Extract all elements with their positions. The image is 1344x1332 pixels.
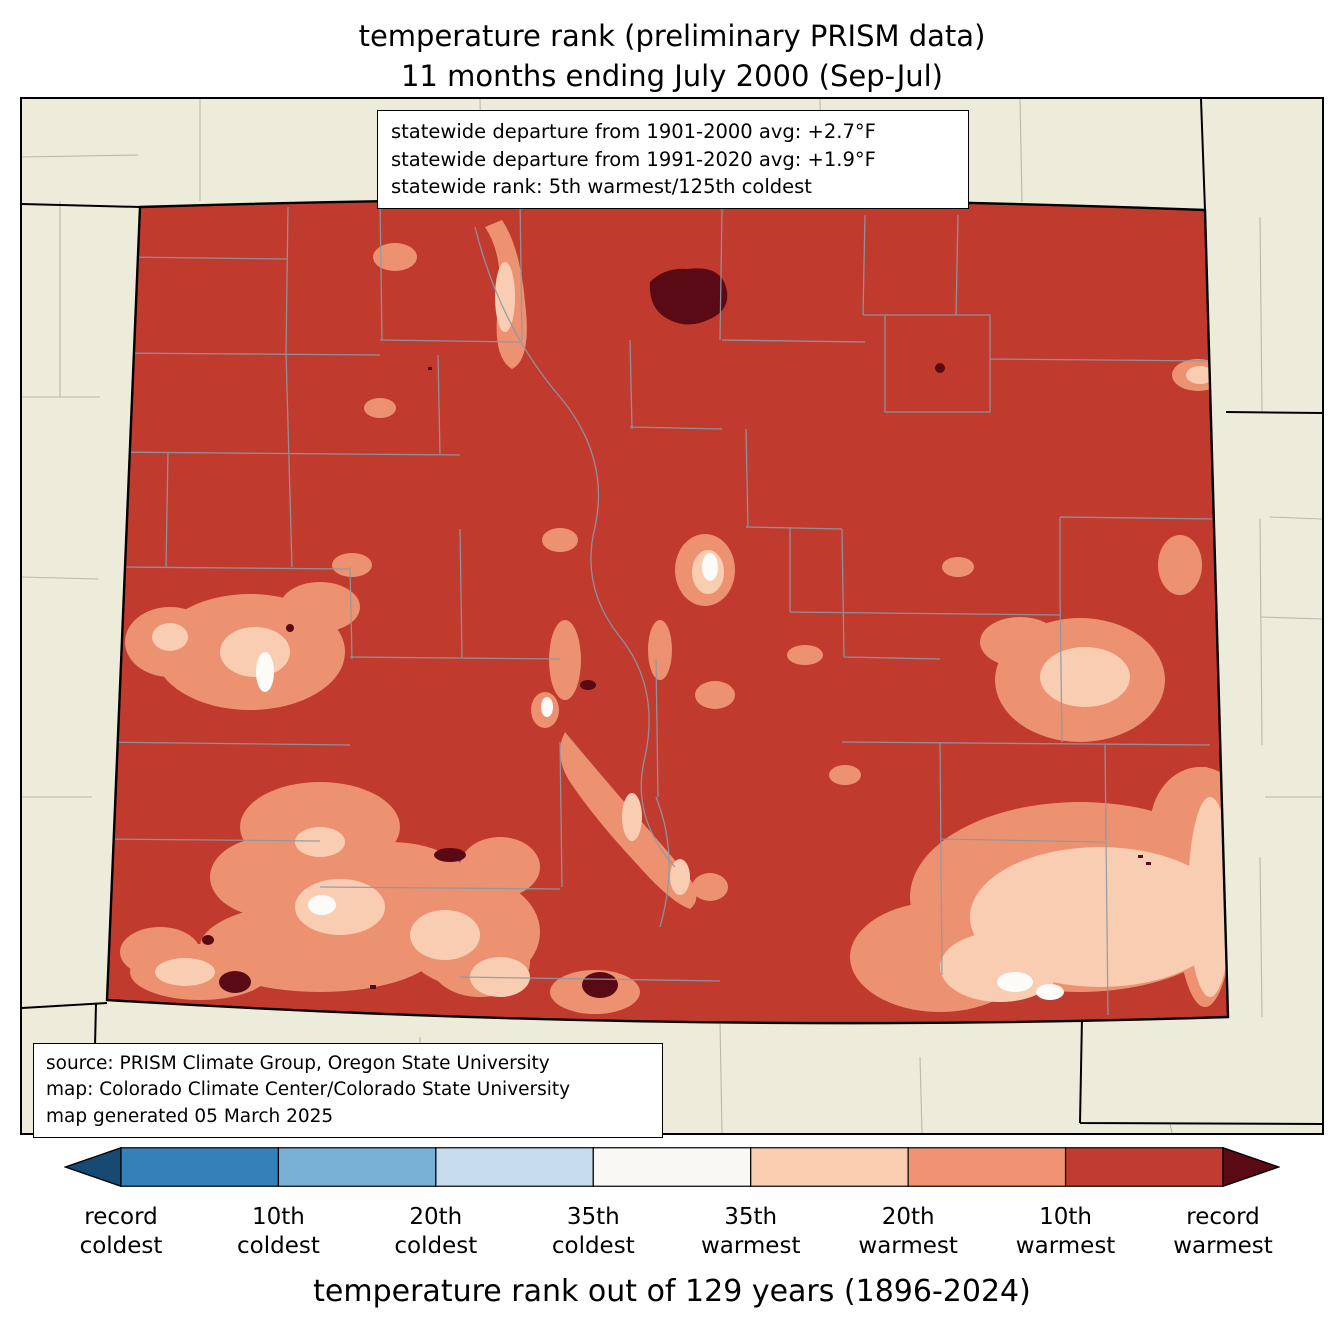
colorbar-label: record coldest: [79, 1204, 163, 1260]
colorbar-segment: [1064, 1147, 1224, 1187]
patches-record-warmest: [202, 268, 1151, 998]
colorbar-segment: [750, 1147, 909, 1187]
title-line1: temperature rank (preliminary PRISM data…: [358, 19, 986, 53]
figure-title: temperature rank (preliminary PRISM data…: [0, 16, 1344, 96]
colorbar-svg: [63, 1146, 1281, 1188]
colorbar: [63, 1146, 1281, 1188]
stats-line-2: statewide departure from 1991-2020 avg: …: [391, 147, 876, 171]
colorbar-label: 20th coldest: [394, 1204, 478, 1260]
stats-line-3: statewide rank: 5th warmest/125th coldes…: [391, 175, 812, 199]
colorbar-segment: [592, 1147, 752, 1187]
source-line-1: source: PRISM Climate Group, Oregon Stat…: [46, 1053, 550, 1074]
colorbar-segment: [907, 1147, 1067, 1187]
colorbar-segment: [277, 1147, 437, 1187]
colorbar-label: 10th coldest: [236, 1204, 320, 1260]
county-borders: [107, 199, 1216, 1016]
colorbar-left-arrow: [63, 1146, 122, 1188]
colorbar-caption: temperature rank out of 129 years (1896-…: [313, 1274, 1031, 1309]
colorbar-label: 35th coldest: [551, 1204, 635, 1260]
source-box: source: PRISM Climate Group, Oregon Stat…: [33, 1043, 663, 1138]
colorbar-segment: [120, 1147, 280, 1187]
colorbar-right-arrow: [1222, 1146, 1281, 1188]
colorbar-segment: [435, 1147, 594, 1187]
source-line-2: map: Colorado Climate Center/Colorado St…: [46, 1079, 571, 1101]
colorbar-labels: record coldest 10th coldest 20th coldest 35th c…: [64, 1203, 1280, 1267]
map-area: statewide departure from 1901-2000 avg: …: [20, 97, 1324, 1138]
colorbar-label: 10th warmest: [1015, 1204, 1116, 1260]
colorbar-label: 35th warmest: [700, 1204, 801, 1260]
colorbar-label: 20th warmest: [858, 1204, 958, 1260]
colorbar-label: record warmest: [1173, 1204, 1273, 1260]
stats-line-1: statewide departure from 1901-2000 avg: …: [391, 120, 876, 143]
source-line-3: map generated 05 March 2025: [46, 1105, 334, 1127]
title-line2: 11 months ending July 2000 (Sep-Jul): [400, 59, 943, 94]
stats-box: statewide departure from 1901-2000 avg: …: [377, 110, 969, 210]
colorado-map: [20, 97, 1324, 1135]
patches-near-median: [256, 553, 1064, 1000]
